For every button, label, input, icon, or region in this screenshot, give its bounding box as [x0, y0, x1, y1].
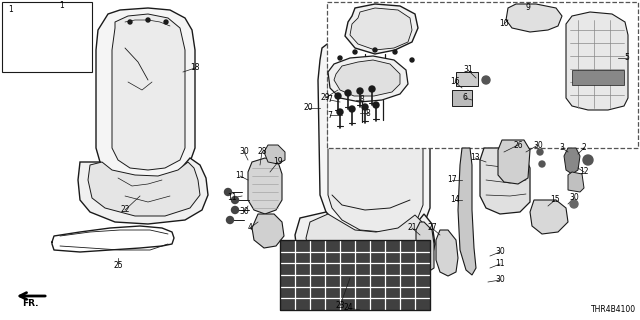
Polygon shape: [96, 8, 195, 178]
Circle shape: [345, 90, 351, 96]
Polygon shape: [572, 70, 624, 85]
Circle shape: [482, 76, 490, 84]
Circle shape: [335, 93, 341, 99]
Circle shape: [373, 48, 377, 52]
Polygon shape: [416, 222, 434, 272]
Text: 12: 12: [579, 167, 589, 177]
Polygon shape: [328, 40, 423, 232]
Polygon shape: [88, 162, 200, 216]
Text: 11: 11: [236, 172, 244, 180]
Circle shape: [583, 155, 593, 165]
Text: 31: 31: [463, 66, 473, 75]
Text: 6: 6: [463, 93, 467, 102]
Text: 7: 7: [328, 110, 332, 119]
Polygon shape: [506, 4, 562, 32]
Bar: [327, 2, 638, 148]
Polygon shape: [564, 148, 580, 174]
Text: THR4B4100: THR4B4100: [591, 305, 636, 314]
Circle shape: [337, 109, 343, 115]
Text: 27: 27: [427, 223, 437, 233]
Text: 13: 13: [470, 154, 480, 163]
Text: 11: 11: [227, 194, 237, 203]
Bar: [2, 2, 92, 72]
Polygon shape: [112, 14, 185, 170]
Text: 30: 30: [533, 140, 543, 149]
Polygon shape: [252, 214, 284, 248]
Text: 10: 10: [499, 20, 509, 28]
Polygon shape: [328, 56, 408, 102]
Text: 2: 2: [582, 143, 586, 153]
Text: 29: 29: [320, 93, 330, 102]
Circle shape: [349, 106, 355, 112]
Text: 18: 18: [190, 63, 200, 73]
Text: 24: 24: [343, 303, 353, 313]
Polygon shape: [264, 145, 285, 164]
Polygon shape: [530, 200, 568, 234]
Text: 4: 4: [248, 223, 252, 233]
Polygon shape: [480, 148, 530, 214]
Text: 26: 26: [513, 140, 523, 149]
Polygon shape: [568, 172, 584, 192]
Text: 30: 30: [569, 194, 579, 203]
Polygon shape: [295, 212, 435, 292]
Circle shape: [373, 102, 379, 108]
Polygon shape: [334, 60, 400, 96]
Text: 5: 5: [625, 53, 629, 62]
Text: 1: 1: [8, 5, 13, 14]
Circle shape: [539, 161, 545, 167]
Polygon shape: [456, 72, 478, 86]
Text: 1: 1: [60, 2, 65, 11]
Circle shape: [232, 196, 239, 204]
Text: 16: 16: [450, 77, 460, 86]
Text: 21: 21: [407, 223, 417, 233]
Polygon shape: [306, 214, 427, 284]
Text: 3: 3: [559, 143, 564, 153]
Polygon shape: [318, 34, 430, 238]
Polygon shape: [345, 4, 418, 54]
Text: 19: 19: [273, 157, 283, 166]
Text: 14: 14: [450, 196, 460, 204]
Circle shape: [537, 149, 543, 155]
Text: 25: 25: [113, 261, 123, 270]
Text: 30: 30: [495, 247, 505, 257]
Circle shape: [128, 20, 132, 24]
Text: 30: 30: [495, 276, 505, 284]
Circle shape: [570, 200, 578, 208]
Text: 28: 28: [257, 148, 267, 156]
Text: 22: 22: [120, 205, 130, 214]
Circle shape: [357, 88, 363, 94]
Text: 23: 23: [335, 301, 345, 310]
Polygon shape: [498, 140, 530, 184]
Text: 9: 9: [525, 4, 531, 12]
Polygon shape: [436, 230, 458, 276]
Circle shape: [353, 50, 357, 54]
Text: 20: 20: [303, 103, 313, 113]
Circle shape: [225, 188, 232, 196]
Text: FR.: FR.: [22, 300, 38, 308]
Circle shape: [232, 206, 239, 213]
Circle shape: [369, 86, 375, 92]
Text: 8: 8: [365, 108, 371, 117]
Circle shape: [393, 50, 397, 54]
Text: 7: 7: [328, 95, 332, 105]
Circle shape: [410, 58, 414, 62]
Text: 17: 17: [447, 175, 457, 185]
Polygon shape: [458, 148, 476, 275]
Text: 30: 30: [239, 148, 249, 156]
Circle shape: [338, 56, 342, 60]
Text: 11: 11: [495, 260, 505, 268]
Polygon shape: [78, 158, 208, 224]
Circle shape: [146, 18, 150, 22]
Text: 8: 8: [360, 95, 364, 105]
Circle shape: [227, 217, 234, 223]
Bar: [280, 240, 430, 310]
Polygon shape: [350, 8, 412, 50]
Polygon shape: [248, 158, 282, 214]
Circle shape: [164, 20, 168, 24]
Circle shape: [362, 104, 368, 110]
Text: 30: 30: [239, 207, 249, 217]
Polygon shape: [452, 90, 472, 106]
Polygon shape: [566, 12, 628, 110]
Text: 15: 15: [550, 196, 560, 204]
